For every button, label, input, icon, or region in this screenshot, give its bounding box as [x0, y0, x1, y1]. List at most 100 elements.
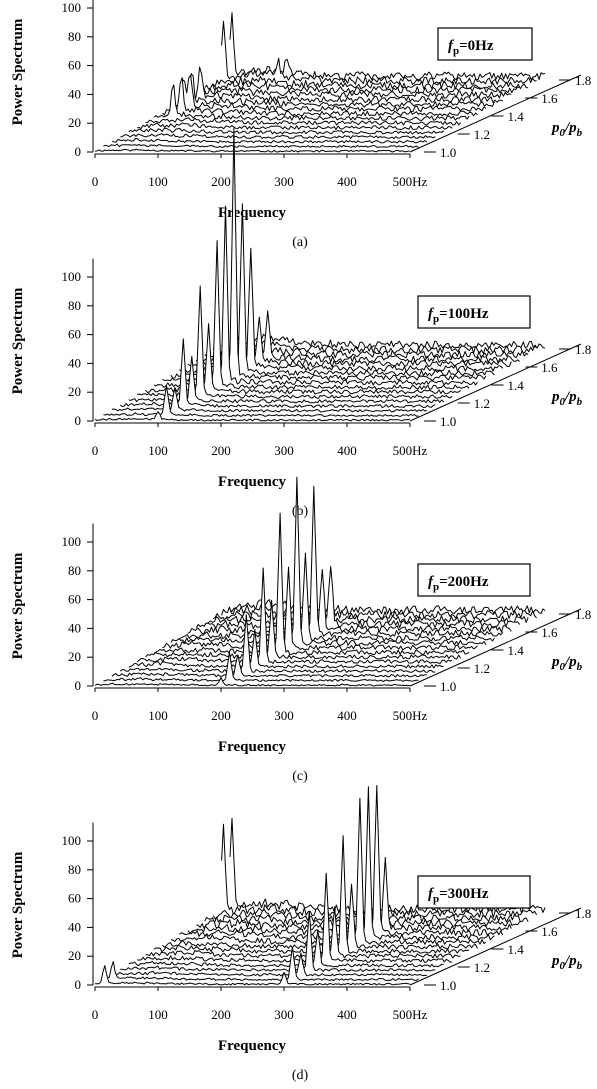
z-tick-label: 1.8 — [575, 342, 591, 357]
z-tick-label: 1.2 — [474, 127, 490, 142]
x-tick-label: 100 — [148, 708, 168, 723]
spectrum-line — [94, 411, 411, 422]
z-tick-label: 1.2 — [474, 960, 490, 975]
y-tick-label: 40 — [68, 355, 81, 370]
spectrum-line — [170, 74, 487, 112]
y-tick-label: 60 — [68, 891, 81, 906]
x-axis-title: Frequency — [218, 1038, 287, 1054]
z-tick-label: 1.4 — [508, 942, 525, 957]
z-tick-label: 1.2 — [474, 661, 490, 676]
z-tick-label: 1.6 — [541, 91, 558, 106]
x-tick-label: 400 — [337, 174, 357, 189]
z-axis-line — [409, 74, 582, 153]
y-tick-label: 20 — [68, 948, 81, 963]
z-axis-line — [409, 907, 582, 986]
spectrum-mask — [179, 73, 495, 107]
spectrum-line — [94, 148, 411, 153]
x-tick-label: 200 — [211, 443, 231, 458]
y-axis-title: Power Spectrum — [10, 851, 26, 958]
y-tick-label: 0 — [75, 977, 82, 992]
x-tick-label: 200 — [211, 708, 231, 723]
spectrum-mask — [204, 81, 520, 94]
spectrum-mask — [95, 411, 410, 421]
spectra-group — [94, 476, 546, 687]
x-tick-label: 500Hz — [393, 443, 428, 458]
x-axis-title: Frequency — [218, 739, 287, 755]
spectrum-mask — [137, 286, 453, 399]
z-tick-label: 1.8 — [575, 73, 591, 88]
spectrum-line — [196, 86, 512, 99]
spectrum-line — [103, 143, 419, 148]
y-tick-label: 20 — [68, 115, 81, 130]
x-tick-label: 500Hz — [393, 1007, 428, 1022]
y-axis-title: Power Spectrum — [10, 552, 26, 659]
x-tick-label: 300 — [274, 708, 294, 723]
legend-box — [417, 295, 531, 329]
spectrum-line — [221, 20, 537, 85]
legend-box — [417, 563, 531, 597]
spectrum-mask — [128, 128, 444, 134]
spectrum-mask — [154, 240, 470, 390]
x-tick-label: 0 — [92, 174, 99, 189]
spectrum-line — [221, 604, 537, 619]
spectrum-mask — [145, 117, 461, 125]
spectrum-line — [128, 127, 445, 135]
y-tick-label: 40 — [68, 919, 81, 934]
y-tick-label: 100 — [62, 833, 82, 848]
spectrum-mask — [95, 677, 410, 686]
z-tick-label: 1.2 — [474, 396, 490, 411]
y-tick-label: 80 — [68, 298, 81, 313]
z-axis-title: p0/pb — [550, 654, 583, 673]
x-tick-label: 100 — [148, 1007, 168, 1022]
x-tick-label: 500Hz — [393, 174, 428, 189]
spectrum-mask — [137, 122, 453, 130]
spectrum-mask — [230, 334, 545, 349]
z-axis-title: p0/pb — [550, 953, 583, 972]
spectrum-line — [187, 485, 504, 637]
z-tick-label: 1.8 — [575, 607, 591, 622]
x-tick-label: 100 — [148, 443, 168, 458]
spectrum-line — [187, 66, 504, 103]
spectrum-line — [111, 654, 427, 678]
x-tick-label: 200 — [211, 174, 231, 189]
y-tick-label: 100 — [62, 269, 82, 284]
x-tick-label: 200 — [211, 1007, 231, 1022]
spectrum-mask — [145, 323, 461, 394]
spectrum-line — [136, 567, 453, 664]
y-tick-label: 60 — [68, 327, 81, 342]
x-tick-label: 0 — [92, 708, 99, 723]
spectrum-line — [153, 512, 470, 655]
z-tick-label: 1.4 — [508, 109, 525, 124]
spectrum-mask — [103, 144, 419, 148]
y-tick-label: 40 — [68, 86, 81, 101]
x-tick-label: 400 — [337, 1007, 357, 1022]
x-tick-label: 300 — [274, 174, 294, 189]
spectrum-line — [204, 80, 520, 94]
spectrum-line — [111, 138, 428, 144]
spectrum-mask — [170, 75, 486, 112]
spectrum-line — [170, 476, 487, 646]
legend-box — [437, 27, 533, 61]
y-tick-label: 60 — [68, 592, 81, 607]
panel-caption: (d) — [292, 1068, 309, 1083]
chart-panel-a: 0 20 40 60 80 100 Power Spectrum 0 100 200 300 400 5… — [10, 0, 591, 250]
x-tick-label: 400 — [337, 708, 357, 723]
chart-panel-d: 0 20 40 60 80 100 Power Spectrum 0 100 200 300 400 5… — [10, 785, 591, 1083]
spectrum-line — [145, 599, 462, 660]
panel-caption: (c) — [292, 769, 308, 784]
z-tick-label: 1.0 — [440, 978, 456, 993]
legend-text: fp=0Hz — [448, 38, 494, 57]
z-tick-label: 1.6 — [541, 360, 558, 375]
y-tick-label: 0 — [75, 413, 82, 428]
spectrum-line — [95, 965, 411, 986]
spectrum-line — [120, 133, 436, 139]
y-tick-label: 80 — [68, 29, 81, 44]
spectrum-line — [119, 614, 436, 673]
y-tick-label: 100 — [62, 534, 82, 549]
spectrum-line — [137, 872, 453, 963]
spectrum-mask — [170, 128, 486, 381]
x-tick-label: 0 — [92, 1007, 99, 1022]
x-axis-title: Frequency — [218, 205, 287, 221]
spectrum-mask — [196, 87, 512, 98]
